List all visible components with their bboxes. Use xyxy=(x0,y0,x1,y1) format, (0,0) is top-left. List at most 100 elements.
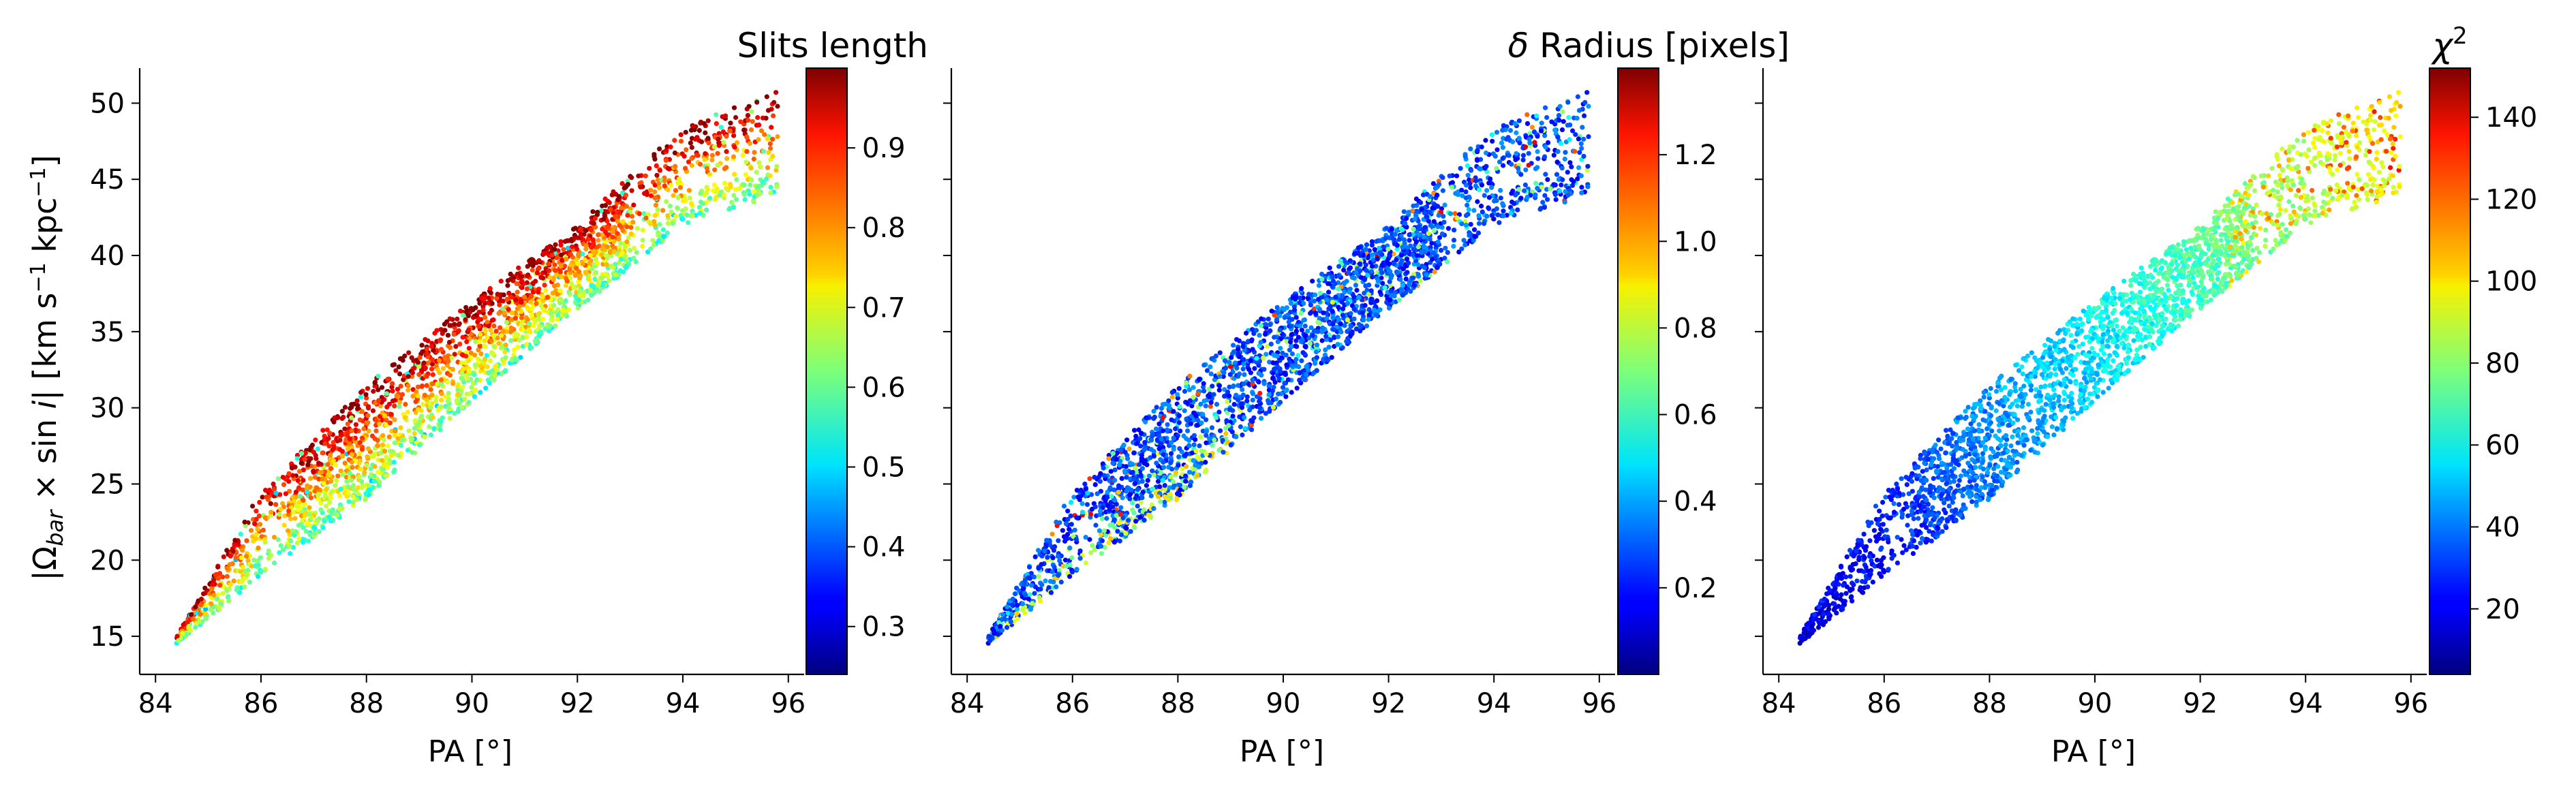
scatter-point xyxy=(1239,401,1244,407)
scatter-point xyxy=(455,392,461,397)
scatter-point xyxy=(1549,119,1554,125)
scatter-point xyxy=(371,473,377,479)
scatter-point xyxy=(1222,394,1227,399)
scatter-point xyxy=(460,313,466,318)
scatter-point xyxy=(485,319,490,325)
scatter-point xyxy=(1269,309,1274,314)
scatter-point xyxy=(487,358,493,364)
scatter-point xyxy=(273,490,279,496)
scatter-point xyxy=(1349,329,1355,334)
scatter-point xyxy=(307,532,313,537)
scatter-point xyxy=(227,562,232,567)
scatter-point xyxy=(371,388,376,394)
scatter-point xyxy=(1535,149,1540,155)
scatter-point xyxy=(1038,587,1043,592)
scatter-point xyxy=(575,305,581,311)
scatter-point xyxy=(256,513,262,519)
scatter-point xyxy=(486,324,491,329)
scatter-point xyxy=(366,487,371,493)
scatter-point xyxy=(422,434,427,439)
scatter-point xyxy=(1223,431,1229,437)
scatter-point xyxy=(1379,262,1385,268)
scatter-point xyxy=(1197,377,1202,382)
scatter-point xyxy=(273,502,279,507)
scatter-point xyxy=(1029,582,1034,588)
scatter-point xyxy=(232,537,238,543)
scatter-point xyxy=(669,209,674,215)
scatter-point xyxy=(283,491,288,497)
scatter-point xyxy=(1363,247,1368,252)
scatter-point xyxy=(552,262,557,268)
scatter-point xyxy=(362,469,367,475)
scatter-point xyxy=(1330,300,1335,305)
scatter-point xyxy=(622,185,628,191)
scatter-point xyxy=(312,526,318,531)
scatter-point xyxy=(1378,266,1383,272)
scatter-point xyxy=(1182,484,1187,490)
scatter-point xyxy=(447,316,453,322)
scatter-point xyxy=(1468,146,1473,152)
scatter-point xyxy=(331,419,337,425)
scatter-point xyxy=(1368,296,1374,302)
scatter-point xyxy=(1283,372,1288,377)
scatter-point xyxy=(662,178,668,183)
scatter-point xyxy=(1124,475,1129,480)
scatter-point xyxy=(263,488,269,493)
scatter-point xyxy=(406,350,412,356)
scatter-point xyxy=(1223,365,1229,371)
scatter-point xyxy=(1139,466,1145,471)
scatter-point xyxy=(224,565,230,571)
scatter-point xyxy=(497,302,502,308)
scatter-point xyxy=(588,227,594,232)
scatter-point xyxy=(482,356,488,362)
scatter-point xyxy=(1557,117,1562,123)
scatter-point xyxy=(665,221,671,226)
scatter-point xyxy=(1139,431,1144,436)
scatter-point xyxy=(474,377,480,383)
scatter-point xyxy=(1184,380,1189,386)
scatter-point xyxy=(320,525,326,531)
scatter-point xyxy=(1155,438,1161,443)
scatter-point xyxy=(593,257,598,262)
scatter-point xyxy=(747,141,752,146)
scatter-point xyxy=(1197,443,1202,449)
colorbar-label: Slits length xyxy=(737,26,928,65)
scatter-point xyxy=(758,164,763,170)
scatter-point xyxy=(1351,316,1357,322)
scatter-point xyxy=(1144,483,1149,488)
scatter-point xyxy=(442,356,448,361)
scatter-point xyxy=(1327,265,1332,270)
scatter-point xyxy=(767,173,773,178)
scatter-point xyxy=(271,481,276,487)
scatter-point xyxy=(1361,317,1366,323)
scatter-point xyxy=(1335,341,1340,347)
scatter-point xyxy=(714,121,719,126)
scatter-point xyxy=(415,384,421,390)
scatter-point xyxy=(1435,204,1441,209)
scatter-point xyxy=(722,181,728,186)
scatter-point xyxy=(482,328,488,334)
scatter-point xyxy=(254,508,259,514)
scatter-point xyxy=(733,114,739,121)
scatter-point xyxy=(376,398,382,403)
scatter-point xyxy=(1336,286,1341,292)
scatter-point xyxy=(1335,334,1341,339)
scatter-point xyxy=(1133,481,1138,486)
scatter-point xyxy=(1553,197,1559,202)
scatter-point xyxy=(457,341,463,347)
scatter-point xyxy=(1427,236,1432,242)
scatter-point xyxy=(1208,371,1214,377)
scatter-point xyxy=(529,306,534,311)
scatter-point xyxy=(1116,520,1122,526)
scatter-point xyxy=(370,484,375,490)
scatter-point xyxy=(1289,363,1295,369)
scatter-point xyxy=(1227,384,1232,390)
scatter-point xyxy=(456,328,461,334)
scatter-point xyxy=(435,407,441,413)
scatter-point xyxy=(660,227,666,232)
scatter-point xyxy=(594,260,600,266)
scatter-point xyxy=(366,482,371,488)
scatter-point xyxy=(545,250,551,255)
scatter-point xyxy=(724,134,729,139)
scatter-point xyxy=(266,548,271,554)
